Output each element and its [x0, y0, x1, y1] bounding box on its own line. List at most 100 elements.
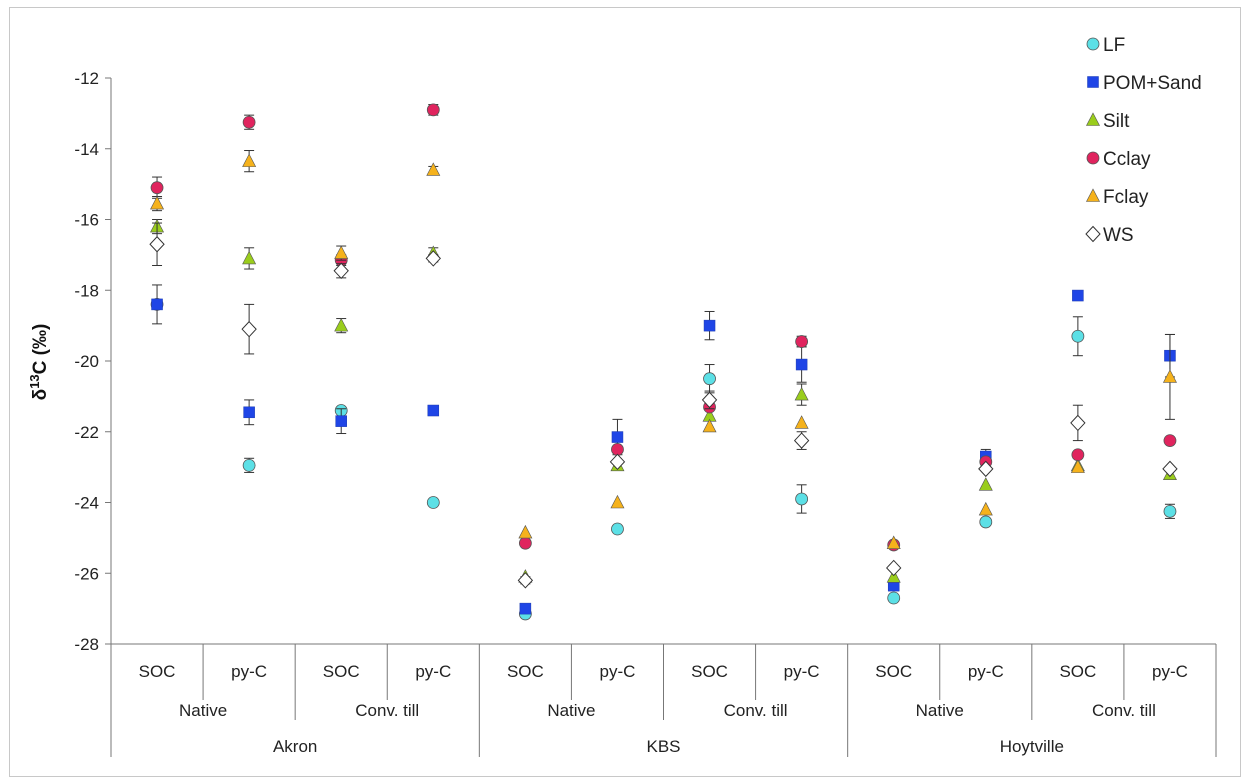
data-point-cclay — [1163, 434, 1177, 447]
data-point-ws — [517, 572, 534, 589]
data-point-fclay — [886, 535, 901, 549]
series-cclay — [150, 103, 1177, 552]
y-tick-label: -26 — [74, 564, 99, 583]
legend-marker-fclay — [1086, 188, 1100, 202]
data-point-cclay — [150, 181, 164, 195]
data-point-silt — [978, 477, 993, 491]
data-point-lf — [979, 515, 993, 529]
legend-marker-lf — [1086, 37, 1100, 51]
data-point-fclay — [150, 195, 165, 210]
data-point-pom-sand — [427, 404, 440, 417]
group-label: Native — [179, 701, 227, 720]
data-point-pom-sand — [243, 406, 255, 419]
data-point-fclay — [426, 162, 441, 176]
data-point-lf — [795, 492, 809, 506]
category-label: py-C — [231, 662, 267, 681]
group-label: Native — [916, 701, 964, 720]
data-points — [149, 103, 1178, 621]
category-label: py-C — [968, 662, 1004, 681]
data-point-lf — [703, 372, 716, 386]
legend-marker-cclay — [1086, 151, 1100, 165]
data-point-lf — [426, 496, 440, 509]
category-label: SOC — [1059, 662, 1096, 681]
category-axis: SOC py-C SOC py-C SOC py-C SOC py-C SOC py-C SOC py… — [110, 644, 1217, 757]
data-point-ws — [241, 320, 257, 338]
y-tick-label: -14 — [74, 140, 99, 159]
group-label: Conv. till — [355, 701, 419, 720]
data-point-fclay — [334, 245, 349, 259]
category-label: py-C — [1152, 662, 1188, 681]
data-point-fclay — [1070, 459, 1085, 473]
data-point-lf — [242, 458, 256, 472]
category-label: py-C — [784, 662, 820, 681]
legend-marker-pom-sand — [1087, 76, 1099, 88]
data-point-lf — [1071, 329, 1085, 343]
y-tick-label: -24 — [74, 494, 99, 513]
data-point-ws — [333, 262, 349, 280]
site-label: KBS — [646, 737, 680, 756]
legend-marker-ws — [1085, 225, 1101, 243]
group-label: Native — [547, 701, 595, 720]
category-label: SOC — [323, 662, 360, 681]
data-point-fclay — [518, 524, 533, 539]
series-silt — [150, 218, 1177, 583]
data-point-pom-sand — [795, 358, 808, 371]
y-tick-label: -28 — [74, 635, 99, 654]
data-point-fclay — [1162, 369, 1177, 383]
y-tick-label: -16 — [74, 211, 99, 230]
legend-marker-silt — [1086, 112, 1100, 126]
data-point-pom-sand — [151, 298, 163, 311]
data-point-pom-sand — [335, 415, 347, 427]
series-lf — [150, 297, 1177, 621]
y-tick-label: -18 — [74, 281, 99, 300]
data-point-lf — [611, 522, 624, 536]
legend-label-cclay: Cclay — [1103, 149, 1151, 170]
legend-label-pom-sand: POM+Sand — [1103, 73, 1202, 94]
axes: -28 -26 -24 -22 -20 -18 -16 -14 -12 — [74, 69, 1216, 654]
data-point-pom-sand — [519, 602, 532, 615]
data-point-cclay — [426, 103, 440, 117]
data-point-fclay — [242, 153, 257, 167]
data-point-pom-sand — [703, 319, 716, 332]
legend-label-fclay: Fclay — [1103, 187, 1149, 208]
data-point-cclay — [242, 115, 256, 129]
data-point-ws — [1070, 414, 1086, 432]
data-point-ws — [701, 391, 718, 409]
data-point-ws — [886, 559, 902, 577]
y-axis-label-superscript: 13 — [27, 374, 42, 388]
group-label: Conv. till — [1092, 701, 1156, 720]
y-tick-label: -12 — [74, 69, 99, 88]
data-point-silt — [794, 386, 809, 401]
series-ws — [149, 222, 1178, 589]
y-axis-label-unit: C (‰) — [30, 324, 51, 375]
data-point-cclay — [1071, 448, 1085, 462]
data-point-fclay — [702, 418, 717, 433]
category-label: SOC — [139, 662, 176, 681]
data-point-cclay — [795, 335, 809, 348]
series-pom-sand — [151, 284, 1176, 615]
y-axis-label-delta: δ — [30, 389, 51, 401]
category-label: SOC — [875, 662, 912, 681]
data-point-silt — [242, 250, 257, 265]
category-label: py-C — [600, 662, 636, 681]
data-point-ws — [149, 236, 165, 253]
y-axis-label: δ13C (‰) — [27, 324, 51, 401]
group-label: Conv. till — [724, 701, 788, 720]
data-point-pom-sand — [611, 431, 624, 443]
data-point-lf — [1163, 504, 1177, 518]
data-point-silt — [334, 317, 349, 332]
site-label: Akron — [273, 737, 317, 756]
legend: LF POM+Sand Silt Cclay Fclay WS — [1085, 35, 1202, 246]
data-point-ws — [793, 432, 810, 449]
legend-label-lf: LF — [1103, 35, 1125, 56]
data-point-ws — [1162, 460, 1178, 478]
data-point-fclay — [978, 501, 993, 516]
legend-label-ws: WS — [1103, 225, 1134, 246]
data-point-fclay — [794, 415, 809, 429]
category-label: SOC — [507, 662, 544, 681]
y-tick-label: -22 — [74, 423, 99, 442]
data-point-lf — [887, 591, 901, 605]
data-point-cclay — [518, 536, 532, 550]
series-fclay — [150, 150, 1177, 549]
